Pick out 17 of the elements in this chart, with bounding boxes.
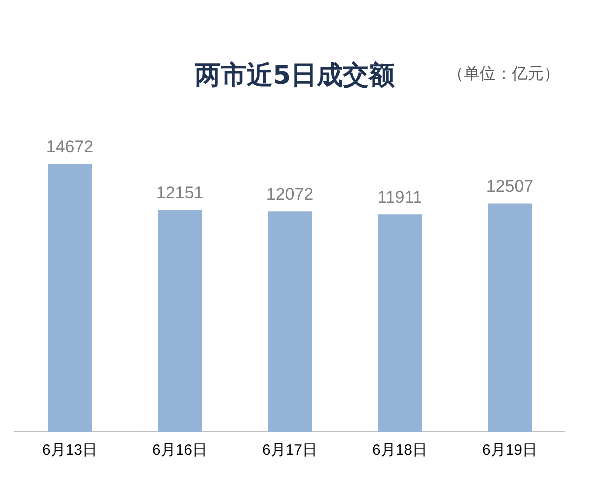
x-tick-label: 6月13日 xyxy=(42,442,98,460)
data-label: 12072 xyxy=(266,184,314,204)
data-label: 14672 xyxy=(46,137,94,156)
bar xyxy=(488,204,532,432)
data-label: 12507 xyxy=(486,176,534,196)
data-label: 11911 xyxy=(378,188,422,207)
chart-subtitle: （单位：亿元） xyxy=(448,64,560,85)
x-tick-label: 6月17日 xyxy=(262,442,318,460)
x-tick-label: 6月16日 xyxy=(152,442,208,460)
bar xyxy=(158,210,202,432)
x-tick-label: 6月18日 xyxy=(372,442,428,460)
data-label: 12151 xyxy=(156,183,204,202)
bar xyxy=(378,214,422,432)
bar xyxy=(48,164,92,432)
chart-title: 两市近5日成交额 xyxy=(194,61,396,91)
x-tick-label: 6月19日 xyxy=(482,442,538,460)
bar xyxy=(268,212,312,432)
